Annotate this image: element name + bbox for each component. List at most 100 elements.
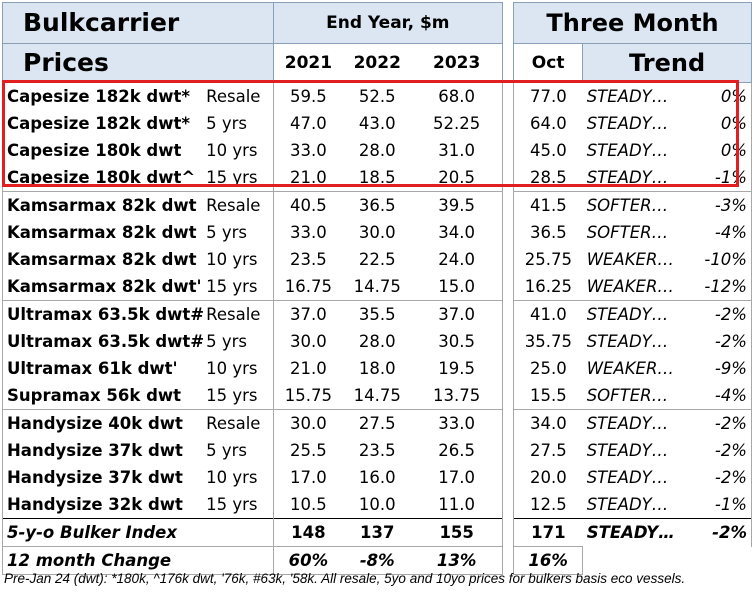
table-row: Handysize 40k dwt Resale 30.0 27.5 33.0 34.0 S… [2,409,752,437]
price-2022: 36.5 [342,191,412,219]
table-row: Kamsarmax 82k dwt' 15 yrs 16.75 14.75 15.0 16… [2,273,752,301]
table-row: Kamsarmax 82k dwt 5 yrs 33.0 30.0 34.0 36.5 SO… [2,219,752,246]
trend-pct: -2% [678,328,752,355]
price-oct: 45.0 [513,137,583,164]
vessel-name: Handysize 32k dwt [2,491,205,519]
index-2022: 137 [342,518,412,547]
bulkcarrier-prices-table-container: Bulkcarrier End Year, $m Three Month Pri… [1,2,752,575]
price-2023: 11.0 [411,491,503,519]
vessel-age: 5 yrs [206,441,248,460]
price-2021: 16.75 [273,273,343,301]
trend-pct: -2% [678,409,752,437]
oct-header: Oct [513,43,583,83]
price-2021: 33.0 [273,137,343,164]
vessel-name: Supramax 56k dwt [2,382,205,410]
table-row: Capesize 180k dwt^ 15 yrs 21.0 18.5 20.5 28.5… [2,164,752,192]
index-2023: 155 [411,518,503,547]
price-oct: 20.0 [513,464,583,491]
trend-pct: 0% [678,82,752,110]
trend-pct: -4% [678,382,752,410]
price-2021: 30.0 [273,328,343,355]
footnote: Pre-Jan 24 (dwt): *180k, ^176k dwt, '76k… [4,571,686,586]
vessel-age: Resale [204,300,274,328]
price-oct: 64.0 [513,110,583,137]
trend-pct: -1% [678,164,752,192]
table-row: Handysize 32k dwt 15 yrs 10.5 10.0 11.0 12.5 S… [2,491,752,519]
vessel-name: Kamsarmax 82k dwt [2,191,205,219]
trend-pct: -4% [678,219,752,246]
price-2023: 26.5 [411,437,503,464]
price-2023: 39.5 [411,191,503,219]
index-pct: -2% [678,518,752,547]
trend-pct: -3% [678,191,752,219]
price-2021: 21.0 [273,164,343,192]
vessel-age: Resale [204,191,274,219]
trend-pct: -1% [678,491,752,519]
price-oct: 15.5 [513,382,583,410]
table-row: Capesize 182k dwt* 5 yrs 47.0 43.0 52.25 64.0… [2,110,752,137]
price-2021: 17.0 [273,464,343,491]
year-2023-header: 2023 [411,43,503,83]
price-2023: 20.5 [411,164,503,192]
trend-label: STEADY… [586,168,669,187]
price-oct: 16.25 [513,273,583,301]
price-oct: 28.5 [513,164,583,192]
trend-label: STEADY… [586,332,669,351]
bulker-index-row: 5-y-o Bulker Index 148 137 155 171 STEAD… [1,518,752,547]
vessel-name: Ultramax 63.5k dwt# [2,300,205,328]
price-2021: 37.0 [273,300,343,328]
vessel-name: Kamsarmax 82k dwt [2,246,205,273]
vessel-name: Capesize 180k dwt [2,137,205,164]
header-row-1: Bulkcarrier End Year, $m Three Month [1,2,752,44]
price-2022: 23.5 [358,441,396,460]
price-2022: 28.0 [358,141,396,160]
price-2023: 34.0 [411,219,503,246]
title-line-2: Prices [1,43,275,83]
price-2023: 33.0 [411,409,503,437]
table-row: Capesize 182k dwt* Resale 59.5 52.5 68.0 77.0… [2,82,752,110]
vessel-age: 10 yrs [206,250,258,269]
price-2023: 37.0 [411,300,503,328]
twelve-month-change-row: 12 month Change 60% -8% 13% 16% [1,546,752,575]
price-2022: 35.5 [342,300,412,328]
vessel-age: Resale [204,409,274,437]
year-2021-header: 2021 [273,43,343,83]
price-2021: 25.5 [273,437,343,464]
trend-label: STEADY… [582,409,679,437]
vessel-name: Ultramax 61k dwt' [2,355,205,382]
price-2021: 33.0 [273,219,343,246]
trend-pct: -2% [678,437,752,464]
table-row: Handysize 37k dwt 5 yrs 25.5 23.5 26.5 27.5 ST… [2,437,752,464]
vessel-name: Capesize 182k dwt* [2,110,205,137]
trend-header: Trend [582,43,752,83]
trend-label: STEADY… [586,495,669,514]
price-oct: 34.0 [513,409,583,437]
price-2022: 18.5 [358,168,396,187]
index-label: 5-y-o Bulker Index [1,518,274,547]
vessel-name: Capesize 180k dwt^ [2,164,205,192]
price-2022: 18.0 [358,359,396,378]
index-oct: 171 [513,518,583,547]
price-2021: 47.0 [273,110,343,137]
price-2023: 24.0 [411,246,503,273]
price-2021: 21.0 [273,355,343,382]
trend-label: WEAKER… [586,277,674,296]
price-2022: 16.0 [358,468,396,487]
price-oct: 77.0 [513,82,583,110]
price-2021: 30.0 [273,409,343,437]
price-2023: 52.25 [411,110,503,137]
price-oct: 25.0 [513,355,583,382]
trend-pct: 0% [678,137,752,164]
price-oct: 27.5 [513,437,583,464]
price-2022: 10.0 [358,495,396,514]
table-row: Ultramax 61k dwt' 10 yrs 21.0 18.0 19.5 25.0 W… [2,355,752,382]
vessel-age: 15 yrs [206,386,258,405]
index-trend: STEADY… [582,518,679,547]
trend-pct: -12% [678,273,752,301]
vessel-age: 5 yrs [206,114,248,133]
price-2022: 52.5 [358,86,396,106]
price-2023: 30.5 [411,328,503,355]
trend-label: STEADY… [586,441,669,460]
trend-pct: -2% [678,300,752,328]
vessel-name: Handysize 37k dwt [2,464,205,491]
